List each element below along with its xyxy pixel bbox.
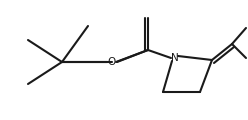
Text: N: N xyxy=(171,53,179,63)
Text: O: O xyxy=(108,57,116,67)
